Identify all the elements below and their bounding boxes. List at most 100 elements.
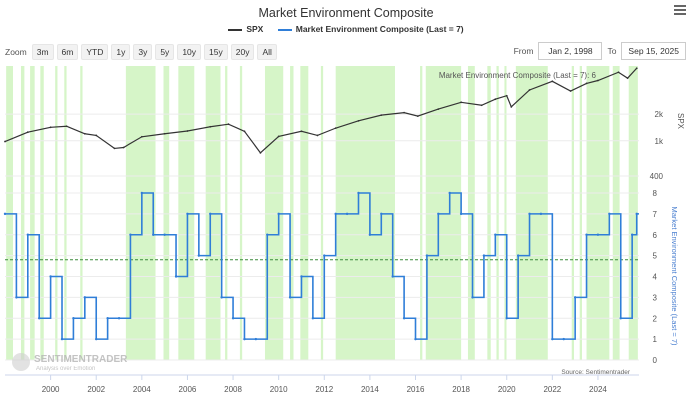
composite-point-26 [300, 275, 303, 278]
composite-point-10 [117, 317, 121, 320]
zoom-button-ytd[interactable]: YTD [81, 44, 109, 60]
spx-point-4 [83, 132, 86, 135]
menu-icon[interactable] [674, 5, 686, 17]
composite-point-25 [288, 296, 292, 299]
zoom-button-5y[interactable]: 5y [155, 44, 175, 60]
shaded-period-2 [30, 66, 35, 360]
composite-point-46 [528, 212, 531, 216]
legend-item-spx[interactable]: SPX [228, 24, 263, 34]
to-label: To [607, 46, 617, 56]
x-tick-label-8: 2016 [407, 385, 425, 394]
composite-point-44 [505, 317, 508, 320]
shaded-period-28 [612, 66, 620, 360]
legend-item-composite[interactable]: Market Environment Composite (Last = 7) [277, 24, 464, 34]
spx-point-5 [95, 134, 98, 137]
zoom-button-1y[interactable]: 1y [111, 44, 131, 60]
shaded-period-14 [290, 66, 294, 360]
spx-point-17 [316, 134, 319, 137]
shaded-period-23 [504, 66, 507, 360]
composite-point-54 [619, 317, 622, 320]
composite-point-55 [630, 233, 634, 236]
x-tick-label-3: 2006 [179, 385, 197, 394]
composite-point-5 [60, 337, 64, 341]
shaded-period-16 [320, 66, 324, 360]
composite-point-3 [38, 317, 41, 320]
composite-ytick-label-2: 2 [653, 314, 658, 323]
zoom-button-6m[interactable]: 6m [56, 44, 79, 60]
shaded-period-8 [163, 66, 170, 360]
x-tick-label-5: 2010 [270, 385, 288, 394]
shaded-period-12 [239, 66, 243, 360]
shaded-period-18 [420, 66, 423, 360]
shaded-period-1 [20, 66, 25, 360]
spx-point-8 [140, 135, 143, 138]
spx-point-10 [186, 130, 189, 132]
zoom-bar: Zoom 3m 6m YTD 1y 3y 5y 10y 15y 20y All [5, 44, 280, 60]
zoom-button-15y[interactable]: 15y [204, 44, 228, 60]
composite-axis-title: Market Environment Composite (Last = 7) [670, 206, 679, 346]
composite-point-43 [494, 233, 497, 236]
shaded-period-11 [225, 66, 228, 360]
shaded-period-19 [425, 66, 462, 360]
composite-point-22 [254, 337, 258, 341]
x-tick-label-11: 2022 [543, 385, 561, 394]
composite-point-27 [311, 317, 315, 320]
spx-point-28 [510, 105, 513, 108]
composite-point-2 [26, 233, 30, 236]
x-tick-label-6: 2012 [315, 385, 333, 394]
spx-point-36 [635, 67, 638, 70]
to-date-input[interactable]: Sep 15, 2025 [621, 42, 686, 60]
spx-point-31 [569, 90, 572, 92]
composite-point-41 [471, 296, 474, 299]
composite-point-45 [516, 254, 520, 257]
shaded-period-27 [586, 66, 610, 360]
legend-label-spx: SPX [246, 24, 264, 34]
composite-point-21 [243, 337, 246, 341]
composite-point-39 [448, 191, 451, 195]
legend-swatch-composite [277, 28, 292, 31]
composite-ytick-label-4: 4 [653, 273, 658, 282]
spx-point-3 [65, 125, 68, 128]
spx-point-2 [49, 126, 52, 129]
composite-ytick-label-6: 6 [653, 231, 658, 240]
zoom-button-3m[interactable]: 3m [31, 44, 54, 60]
shaded-period-21 [487, 66, 491, 360]
composite-point-9 [106, 317, 109, 320]
spx-point-34 [617, 71, 620, 74]
composite-ytick-label-8: 8 [653, 189, 658, 198]
composite-point-32 [368, 233, 372, 236]
from-date-input[interactable]: Jan 2, 1998 [538, 42, 603, 60]
composite-point-28 [323, 254, 326, 257]
spx-point-32 [585, 82, 588, 85]
source-label: Source: Sentimentrader [561, 369, 630, 376]
shaded-period-24 [515, 66, 548, 360]
composite-ytick-label-0: 0 [653, 356, 658, 365]
shaded-period-15 [300, 66, 309, 360]
composite-point-14 [163, 233, 166, 236]
spx-ytick-label-2: 2k [655, 110, 664, 119]
composite-point-31 [357, 191, 360, 195]
shaded-period-3 [40, 66, 44, 360]
zoom-button-20y[interactable]: 20y [230, 44, 255, 60]
composite-point-34 [391, 275, 394, 278]
zoom-button-3y[interactable]: 3y [133, 44, 153, 60]
spx-point-7 [122, 146, 125, 149]
spx-point-35 [626, 77, 629, 80]
spx-point-29 [528, 89, 531, 91]
shaded-period-17 [335, 66, 395, 360]
shaded-period-13 [264, 66, 284, 360]
shaded-period-25 [571, 66, 575, 360]
composite-point-40 [459, 212, 463, 216]
composite-point-8 [95, 337, 98, 341]
x-tick-label-12: 2024 [589, 385, 607, 394]
legend: SPX Market Environment Composite (Last =… [0, 24, 692, 34]
shaded-period-4 [55, 66, 58, 360]
zoom-button-all[interactable]: All [257, 44, 277, 60]
composite-point-12 [140, 191, 144, 195]
spx-point-9 [163, 132, 166, 135]
zoom-button-10y[interactable]: 10y [177, 44, 202, 60]
composite-point-51 [585, 233, 588, 236]
shaded-period-20 [467, 66, 475, 360]
composite-ytick-label-1: 1 [653, 335, 658, 344]
